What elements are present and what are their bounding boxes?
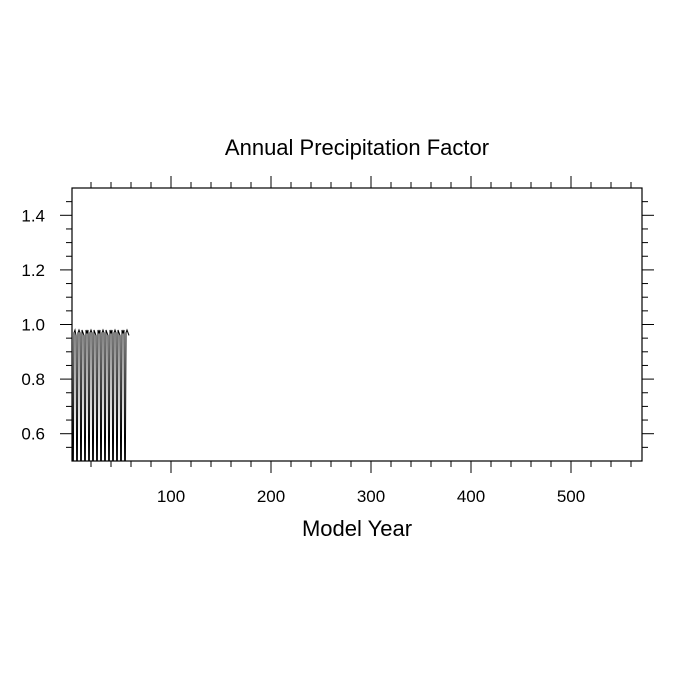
y-tick-label: 0.8 [21, 370, 45, 389]
x-tick-label: 100 [157, 487, 185, 506]
tick-labels: 100 200 300 400 500 0.6 0.8 1.0 1.2 1.4 [21, 206, 585, 506]
x-tick-label: 500 [557, 487, 585, 506]
y-tick-label: 1.4 [21, 206, 45, 225]
x-axis-label: Model Year [302, 516, 412, 541]
y-tick-label: 1.0 [21, 316, 45, 335]
chart-title: Annual Precipitation Factor [225, 135, 489, 160]
axis-ticks [60, 176, 654, 473]
y-tick-label: 1.2 [21, 261, 45, 280]
y-tick-label: 0.6 [21, 425, 45, 444]
series-line [72, 328, 130, 461]
plot-frame [71, 187, 643, 462]
x-tick-label: 300 [357, 487, 385, 506]
x-tick-label: 200 [257, 487, 285, 506]
x-tick-label: 400 [457, 487, 485, 506]
